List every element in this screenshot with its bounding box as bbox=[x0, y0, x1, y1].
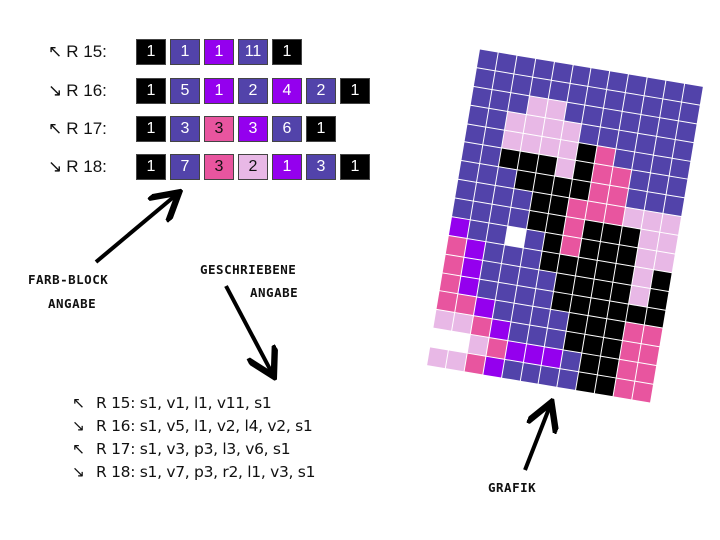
row-label-text: R 18: bbox=[66, 157, 107, 176]
color-block: 7 bbox=[170, 154, 200, 180]
row-label-text: R 17: bbox=[66, 119, 107, 138]
direction-arrow-icon: ↖ bbox=[48, 42, 63, 61]
direction-arrow-icon: ↖ bbox=[48, 119, 63, 138]
block-row: ↘ R 18: 1 7 3 2 1 3 1 bbox=[48, 153, 374, 181]
color-block: 5 bbox=[170, 78, 200, 104]
row-label: ↘ R 16: bbox=[48, 81, 136, 101]
color-block: 4 bbox=[272, 78, 302, 104]
color-block: 1 bbox=[136, 39, 166, 65]
color-block: 2 bbox=[238, 154, 268, 180]
color-block: 3 bbox=[170, 116, 200, 142]
row-label: ↖ R 17: bbox=[48, 119, 136, 139]
row-label: ↖ R 15: bbox=[48, 42, 136, 62]
direction-arrow-icon: ↖ bbox=[72, 394, 85, 412]
color-block: 3 bbox=[204, 154, 234, 180]
color-block: 3 bbox=[238, 116, 268, 142]
written-row: ↘ R 18: s1, v7, p3, r2, l1, v3, s1 bbox=[72, 463, 315, 481]
direction-arrow-icon: ↘ bbox=[48, 157, 63, 176]
color-block: 1 bbox=[272, 154, 302, 180]
color-block: 1 bbox=[136, 78, 166, 104]
color-block: 1 bbox=[170, 39, 200, 65]
direction-arrow-icon: ↘ bbox=[72, 417, 85, 435]
block-row: ↖ R 15: 1 1 1 11 1 bbox=[48, 38, 306, 66]
arrow-to-written bbox=[224, 285, 272, 373]
geschriebene-label: GESCHRIEBENE bbox=[200, 262, 297, 277]
color-block: 11 bbox=[238, 39, 268, 65]
block-row: ↖ R 17: 1 3 3 3 6 1 bbox=[48, 115, 340, 143]
color-block: 1 bbox=[340, 78, 370, 104]
farb-block-label-2: ANGABE bbox=[48, 296, 97, 311]
color-block: 1 bbox=[306, 116, 336, 142]
arrow-to-blocks bbox=[94, 195, 176, 264]
written-row: ↖ R 15: s1, v1, l1, v11, s1 bbox=[72, 394, 272, 412]
row-label-text: R 15: bbox=[66, 42, 107, 61]
color-block: 3 bbox=[204, 116, 234, 142]
written-row-text: R 15: s1, v1, l1, v11, s1 bbox=[96, 394, 272, 412]
grafik-label: GRAFIK bbox=[488, 480, 537, 495]
geschriebene-label-2: ANGABE bbox=[250, 285, 299, 300]
color-block: 2 bbox=[238, 78, 268, 104]
written-row-text: R 18: s1, v7, p3, r2, l1, v3, s1 bbox=[96, 463, 316, 481]
color-block: 1 bbox=[204, 78, 234, 104]
block-row: ↘ R 16: 1 5 1 2 4 2 1 bbox=[48, 77, 374, 105]
direction-arrow-icon: ↘ bbox=[48, 81, 63, 100]
arrow-to-grafik bbox=[523, 406, 550, 471]
color-block: 3 bbox=[306, 154, 336, 180]
row-label-text: R 16: bbox=[66, 81, 107, 100]
farb-block-label: FARB-BLOCK bbox=[28, 272, 109, 287]
direction-arrow-icon: ↘ bbox=[72, 463, 85, 481]
written-row-text: R 16: s1, v5, l1, v2, l4, v2, s1 bbox=[96, 417, 313, 435]
direction-arrow-icon: ↖ bbox=[72, 440, 85, 458]
written-row: ↖ R 17: s1, v3, p3, l3, v6, s1 bbox=[72, 440, 291, 458]
color-block: 6 bbox=[272, 116, 302, 142]
color-block: 1 bbox=[340, 154, 370, 180]
row-label: ↘ R 18: bbox=[48, 157, 136, 177]
color-block: 2 bbox=[306, 78, 336, 104]
color-block: 1 bbox=[136, 154, 166, 180]
color-block: 1 bbox=[136, 116, 166, 142]
written-row-text: R 17: s1, v3, p3, l3, v6, s1 bbox=[96, 440, 291, 458]
color-block: 1 bbox=[204, 39, 234, 65]
written-row: ↘ R 16: s1, v5, l1, v2, l4, v2, s1 bbox=[72, 417, 313, 435]
color-block: 1 bbox=[272, 39, 302, 65]
